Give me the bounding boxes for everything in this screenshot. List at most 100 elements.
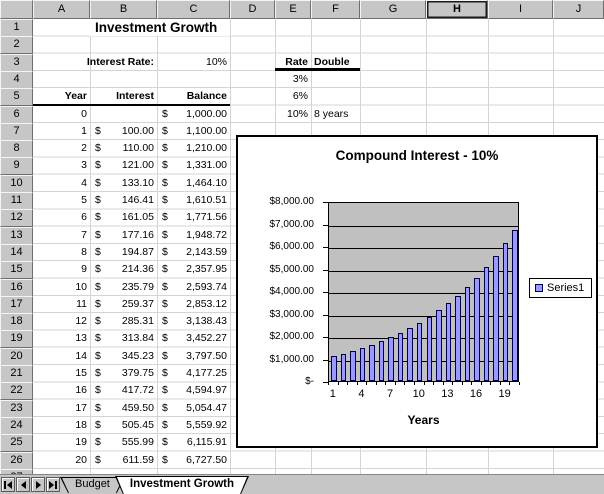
cell-balance-year-11[interactable]: $2,853.12 xyxy=(157,296,230,313)
column-header-G[interactable]: G xyxy=(360,0,426,19)
cell-balance-year-1[interactable]: $1,100.00 xyxy=(157,123,230,140)
cell-sheet-title[interactable]: Investment Growth xyxy=(90,19,230,37)
row-header-1[interactable]: 1 xyxy=(0,19,33,37)
cell-year-18[interactable]: 18 xyxy=(75,418,87,431)
cell-interest-year-10[interactable]: $235.79 xyxy=(90,279,157,296)
cell-year-15[interactable]: 15 xyxy=(75,367,87,379)
row-header-2[interactable]: 2 xyxy=(0,36,33,55)
cell-year-7[interactable]: 7 xyxy=(81,228,87,241)
cell-year-8[interactable]: 8 xyxy=(81,245,87,258)
cell-balance-year-5[interactable]: $1,610.51 xyxy=(157,192,230,209)
cell-year-5[interactable]: 5 xyxy=(81,194,87,206)
row-header-27[interactable]: 27 xyxy=(0,468,33,474)
row-header-6[interactable]: 6 xyxy=(0,105,33,124)
tab-scroll-first-button[interactable] xyxy=(1,477,15,492)
row-header-8[interactable]: 8 xyxy=(0,140,33,159)
cell-double-value-2[interactable]: 8 years xyxy=(314,107,349,120)
row-header-23[interactable]: 23 xyxy=(0,399,33,418)
cell-year-0[interactable]: 0 xyxy=(81,107,87,120)
cell-balance-year-12[interactable]: $3,138.43 xyxy=(157,313,230,330)
column-header-I[interactable]: I xyxy=(488,0,553,19)
cell-interest-year-6[interactable]: $161.05 xyxy=(90,209,157,226)
cell-year-19[interactable]: 19 xyxy=(75,436,87,449)
tab-scroll-left-button[interactable] xyxy=(16,477,30,492)
cell-balance-year-16[interactable]: $4,594.97 xyxy=(157,382,230,399)
cell-year-4[interactable]: 4 xyxy=(81,176,87,189)
row-header-7[interactable]: 7 xyxy=(0,122,33,141)
row-header-10[interactable]: 10 xyxy=(0,174,33,193)
row-header-26[interactable]: 26 xyxy=(0,451,33,470)
cell-interest-header[interactable]: Interest xyxy=(116,90,154,103)
cell-balance-year-14[interactable]: $3,797.50 xyxy=(157,348,230,365)
cell-double-header[interactable]: Double xyxy=(314,55,350,68)
row-header-22[interactable]: 22 xyxy=(0,382,33,401)
column-header-F[interactable]: F xyxy=(311,0,360,19)
cell-balance-year-6[interactable]: $1,771.56 xyxy=(157,209,230,226)
cell-year-14[interactable]: 14 xyxy=(75,349,87,362)
row-header-15[interactable]: 15 xyxy=(0,261,33,280)
row-header-25[interactable]: 25 xyxy=(0,434,33,453)
cell-interest-year-4[interactable]: $133.10 xyxy=(90,175,157,192)
cell-interest-year-16[interactable]: $417.72 xyxy=(90,382,157,399)
cell-year-16[interactable]: 16 xyxy=(75,384,87,397)
cell-balance-year-19[interactable]: $6,115.91 xyxy=(157,434,230,451)
column-header-D[interactable]: D xyxy=(230,0,275,19)
sheet-tab-investment-growth[interactable]: Investment Growth xyxy=(115,476,249,494)
cell-rate-value-0[interactable]: 3% xyxy=(292,72,308,85)
cell-balance-year-0[interactable]: $1,000.00 xyxy=(157,106,230,123)
cell-balance-year-2[interactable]: $1,210.00 xyxy=(157,140,230,157)
cell-interest-year-1[interactable]: $100.00 xyxy=(90,123,157,140)
cell-interest-year-20[interactable]: $611.59 xyxy=(90,452,157,469)
cell-balance-year-17[interactable]: $5,054.47 xyxy=(157,400,230,417)
cell-year-10[interactable]: 10 xyxy=(75,280,87,293)
cell-balance-year-3[interactable]: $1,331.00 xyxy=(157,157,230,174)
cell-year-6[interactable]: 6 xyxy=(81,211,87,224)
row-header-19[interactable]: 19 xyxy=(0,330,33,349)
cell-interest-year-14[interactable]: $345.23 xyxy=(90,348,157,365)
cell-interest-year-13[interactable]: $313.84 xyxy=(90,330,157,347)
row-header-11[interactable]: 11 xyxy=(0,192,33,210)
column-header-A[interactable]: A xyxy=(33,0,90,19)
row-header-13[interactable]: 13 xyxy=(0,226,33,245)
cell-balance-year-4[interactable]: $1,464.10 xyxy=(157,175,230,192)
select-all-corner[interactable] xyxy=(0,0,33,19)
column-header-H[interactable]: H xyxy=(426,0,488,19)
row-header-17[interactable]: 17 xyxy=(0,295,33,314)
tab-scroll-last-button[interactable] xyxy=(46,477,60,492)
cell-year-20[interactable]: 20 xyxy=(75,453,87,466)
cell-balance-year-18[interactable]: $5,559.92 xyxy=(157,417,230,434)
row-header-12[interactable]: 12 xyxy=(0,209,33,228)
chart[interactable]: Compound Interest - 10% Years Series1 $8… xyxy=(236,135,598,448)
cell-interest-year-12[interactable]: $285.31 xyxy=(90,313,157,330)
row-header-3[interactable]: 3 xyxy=(0,53,33,72)
cell-interest-year-17[interactable]: $459.50 xyxy=(90,400,157,417)
column-header-B[interactable]: B xyxy=(90,0,157,19)
cell-year-11[interactable]: 11 xyxy=(76,297,87,310)
row-header-18[interactable]: 18 xyxy=(0,313,33,332)
cell-interest-year-18[interactable]: $505.45 xyxy=(90,417,157,434)
cell-interest-year-8[interactable]: $194.87 xyxy=(90,244,157,261)
column-header-E[interactable]: E xyxy=(275,0,311,19)
cell-interest-year-9[interactable]: $214.36 xyxy=(90,261,157,278)
row-header-24[interactable]: 24 xyxy=(0,416,33,435)
cell-interest-rate-value[interactable]: 10% xyxy=(205,55,227,68)
column-header-J[interactable]: J xyxy=(553,0,604,19)
cell-year-3[interactable]: 3 xyxy=(81,159,87,172)
cell-balance-year-9[interactable]: $2,357.95 xyxy=(157,261,230,278)
row-header-20[interactable]: 20 xyxy=(0,347,33,366)
cell-interest-year-11[interactable]: $259.37 xyxy=(90,296,157,313)
sheet-tab-budget[interactable]: Budget xyxy=(60,477,125,493)
cell-interest-year-15[interactable]: $379.75 xyxy=(90,365,157,382)
cell-interest-year-7[interactable]: $177.16 xyxy=(90,227,157,244)
cell-interest-year-5[interactable]: $146.41 xyxy=(90,192,157,209)
cell-balance-header[interactable]: Balance xyxy=(186,90,227,103)
row-header-9[interactable]: 9 xyxy=(0,157,33,176)
cell-year-12[interactable]: 12 xyxy=(75,315,87,328)
cell-rate-value-2[interactable]: 10% xyxy=(286,107,308,120)
row-header-16[interactable]: 16 xyxy=(0,278,33,297)
cell-year-13[interactable]: 13 xyxy=(75,332,87,345)
cell-balance-year-15[interactable]: $4,177.25 xyxy=(157,365,230,382)
cell-balance-year-10[interactable]: $2,593.74 xyxy=(157,279,230,296)
cell-interest-rate-label[interactable]: Interest Rate: xyxy=(86,55,154,68)
cell-year-1[interactable]: 1 xyxy=(81,124,87,137)
